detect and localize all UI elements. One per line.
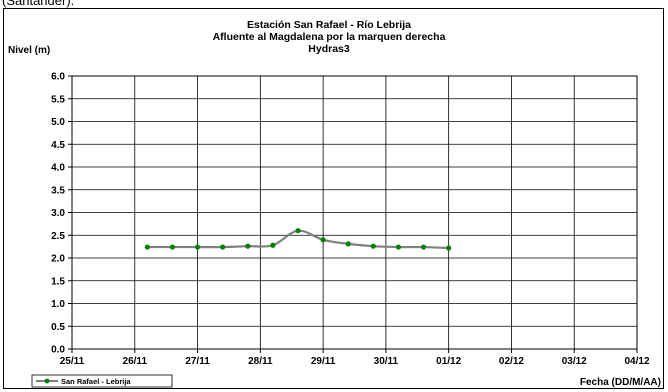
y-tick-label: 2.5	[51, 231, 65, 242]
x-tick-label: 30/11	[374, 356, 399, 367]
legend-marker-swatch	[44, 378, 50, 384]
y-tick-label: 3.5	[51, 185, 65, 196]
level-chart: Estación San Rafael - Río LebrijaAfluent…	[8, 19, 661, 388]
data-point	[295, 228, 301, 234]
y-tick-label: 5.5	[51, 94, 65, 105]
caption-fragment: (Santander).	[2, 0, 75, 8]
y-tick-label: 1.0	[51, 299, 65, 310]
data-point	[395, 244, 402, 250]
data-point	[270, 242, 276, 248]
legend: San Rafael - Lebrija	[31, 374, 173, 388]
chart-title-line: Estación San Rafael - Río Lebrija	[247, 19, 411, 31]
x-tick-label: 27/11	[185, 356, 210, 367]
data-point	[446, 245, 452, 251]
chart-title: Estación San Rafael - Río LebrijaAfluent…	[213, 19, 446, 55]
y-tick-label: 5.0	[51, 117, 65, 128]
x-tick-label: 29/11	[311, 356, 336, 367]
y-tick-label: 4.0	[51, 163, 65, 174]
data-point	[194, 244, 201, 250]
y-tick-label: 6.0	[51, 72, 65, 83]
legend-box	[31, 374, 173, 388]
data-point	[320, 237, 326, 243]
y-tick-label: 3.0	[51, 208, 65, 219]
legend-label: San Rafael - Lebrija	[61, 377, 131, 386]
y-axis-label: Nivel (m)	[8, 45, 50, 56]
data-point	[220, 244, 226, 250]
y-tick-label: 1.5	[51, 276, 65, 287]
y-tick-label: 2.0	[51, 254, 65, 265]
y-tick-label: 0.0	[51, 345, 65, 356]
chart-frame: Estación San Rafael - Río Lebrija Afluent…	[3, 8, 664, 389]
x-axis-label: Fecha (DD/M/AA)	[580, 377, 661, 388]
y-tick-label: 0.5	[51, 322, 65, 333]
x-axis-ticks: 25/11 26/11 27/11 28/11 29/11 30/11 01/12 02/12…	[60, 349, 650, 367]
x-tick-label: 03/12	[562, 356, 587, 367]
x-tick-label: 28/11	[248, 356, 273, 367]
chart-title-line: Afluente al Magdalena por la marquen der…	[213, 31, 446, 43]
data-point	[345, 241, 351, 247]
x-tick-label: 01/12	[436, 356, 461, 367]
chart-title-line: Hydras3	[308, 43, 350, 55]
x-tick-label: 02/12	[499, 356, 524, 367]
data-point	[144, 244, 150, 250]
series-group	[144, 228, 452, 251]
data-point	[370, 243, 376, 249]
data-point	[420, 244, 427, 250]
y-axis-ticks: 0.0 0.5 1.0 1.5 2.0 2.5 3.0 3.5 4.0 4.5 5.0 5.5 6.0	[51, 72, 72, 356]
data-point	[169, 244, 176, 250]
data-point	[245, 243, 251, 249]
x-tick-label: 04/12	[624, 356, 649, 367]
y-tick-label: 4.5	[51, 140, 65, 151]
x-tick-label: 26/11	[123, 356, 148, 367]
x-tick-label: 25/11	[60, 356, 85, 367]
